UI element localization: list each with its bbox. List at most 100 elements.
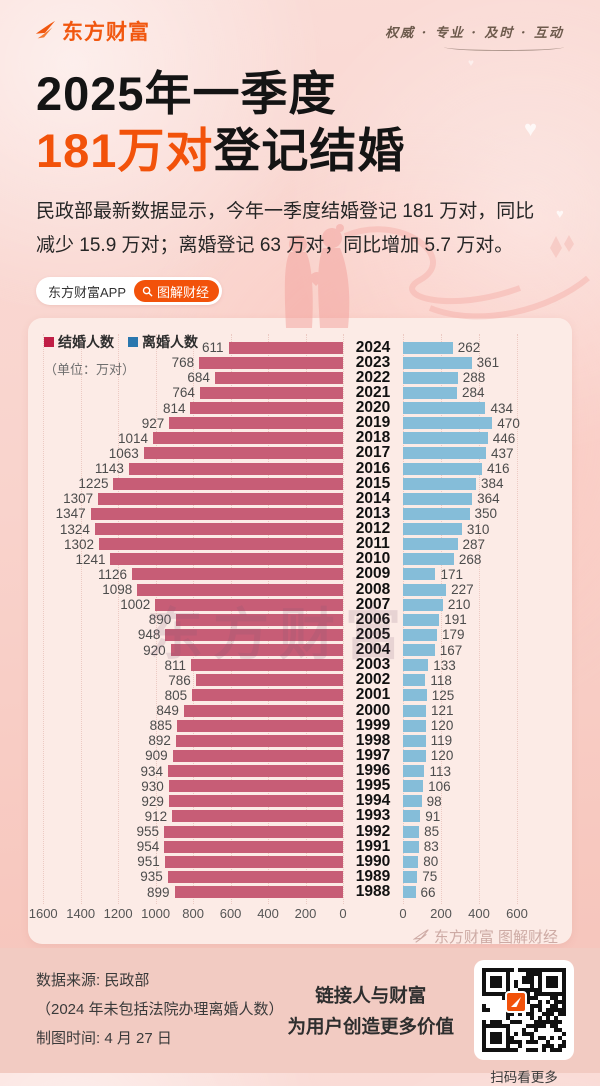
axis-tick: 1400 [66, 906, 96, 921]
marriage-value: 1126 [98, 566, 128, 582]
chart-row-1991: 954 1991 83 [42, 838, 558, 855]
divorce-bar [403, 765, 425, 778]
marriage-value: 935 [140, 869, 163, 885]
divorce-bar [403, 795, 422, 808]
brand-logo: 东方财富 [34, 16, 150, 46]
marriage-bar [164, 840, 343, 853]
chart-card: 结婚人数 离婚人数 （单位：万对） 611 2024 262 768 2023 361 68… [28, 318, 572, 947]
year-label: 2020 [355, 399, 391, 417]
year-label: 2007 [355, 595, 391, 613]
marriage-value: 849 [156, 703, 179, 719]
divorce-value: 384 [480, 476, 504, 492]
divorce-value: 118 [430, 672, 452, 688]
marriage-value: 912 [144, 808, 168, 824]
column-search-pill[interactable]: 图解财经 [134, 280, 220, 302]
eastmoney-swoosh-icon-gray [412, 928, 429, 943]
gridline [80, 334, 82, 904]
axis-tick: 200 [430, 906, 452, 921]
divorce-value: 133 [433, 657, 456, 673]
divorce-bar [403, 840, 419, 853]
year-label: 1989 [355, 867, 391, 885]
legend-label-marriage: 结婚人数 [58, 334, 114, 350]
year-label: 1994 [355, 792, 391, 810]
card-watermark-text: 东方财富 图解财经 [433, 929, 558, 946]
marriage-bar [195, 674, 343, 687]
chart-row-2020: 814 2020 434 [42, 399, 558, 417]
year-label: 1998 [355, 731, 391, 749]
app-badge-label: 东方财富APP [48, 284, 127, 300]
couple-illustration [284, 224, 590, 328]
marriage-bar [172, 749, 343, 762]
marriage-bar [153, 432, 343, 445]
axis-tick: 400 [468, 906, 490, 921]
axis-tick: 800 [182, 906, 204, 921]
marriage-bar [167, 870, 343, 883]
divorce-value: 262 [457, 340, 481, 356]
marriage-value: 768 [171, 355, 195, 371]
axis-tick: 600 [506, 906, 528, 921]
divorce-bar [403, 674, 426, 687]
divorce-value: 361 [476, 355, 500, 371]
chart-row-2012: 1324 2012 310 [42, 520, 558, 537]
year-label: 2013 [355, 504, 391, 522]
chart-row-2001: 805 2001 125 [42, 686, 558, 703]
unit-label: （单位：万对） [44, 362, 136, 377]
marriage-bar [168, 765, 343, 778]
chart-row-1996: 934 1996 113 [42, 762, 558, 779]
divorce-value: 120 [430, 748, 454, 764]
year-label: 2021 [355, 383, 391, 401]
title-line-1: 2025年一季度 [36, 67, 337, 120]
divorce-value: 310 [466, 521, 490, 537]
divorce-bar [403, 583, 447, 596]
marriage-value: 930 [141, 778, 164, 794]
marriage-bar [110, 553, 343, 566]
chart-row-2002: 786 2002 118 [42, 671, 558, 688]
year-label: 2011 [356, 535, 390, 553]
marriage-value: 611 [201, 340, 224, 356]
chart-row-2006: 890 2006 191 [42, 611, 558, 628]
year-label: 2019 [355, 414, 391, 432]
year-label: 1995 [355, 777, 391, 795]
chart-row-2013: 1347 2013 350 [42, 504, 558, 522]
marriage-bar [94, 523, 343, 536]
year-label: 1992 [355, 822, 391, 840]
marriage-bar [168, 780, 343, 793]
marriage-value: 1324 [59, 521, 90, 537]
year-label: 2005 [355, 625, 391, 643]
chart-row-2023: 768 2023 361 [42, 354, 558, 371]
divorce-value: 120 [430, 718, 454, 734]
title-line-2: 181万对登记结婚 [36, 122, 600, 179]
gridline [118, 334, 120, 904]
divorce-value: 80 [423, 854, 439, 870]
marriage-value: 1143 [94, 461, 124, 477]
marriage-value: 899 [147, 884, 170, 900]
divorce-value: 434 [490, 400, 513, 416]
chart-row-2015: 1225 2015 384 [42, 474, 558, 492]
divorce-value: 416 [487, 461, 510, 477]
marriage-bar [132, 568, 343, 581]
marriage-value: 954 [136, 839, 160, 855]
gridline [479, 334, 480, 904]
marriage-value: 684 [187, 370, 210, 386]
marriage-bar [137, 583, 343, 596]
divorce-bar [403, 659, 429, 672]
card-watermark: 东方财富 图解财经 [42, 926, 558, 947]
legend-item-divorce: 离婚人数 [128, 332, 198, 352]
year-label: 2015 [355, 474, 391, 492]
year-label: 2022 [355, 368, 391, 386]
marriage-value: 934 [140, 763, 163, 779]
divorce-bar [403, 749, 426, 762]
marriage-swatch [44, 337, 54, 347]
divorce-bar [403, 568, 436, 581]
divorce-value: 83 [423, 839, 439, 855]
divorce-bar [403, 870, 418, 883]
chart-row-1994: 929 1994 98 [42, 792, 558, 810]
year-label: 1999 [355, 716, 391, 734]
year-label: 2004 [355, 641, 391, 659]
chart-row-2000: 849 2000 121 [42, 702, 558, 719]
year-label: 2008 [355, 580, 391, 598]
divorce-value: 75 [422, 869, 438, 885]
app-badge[interactable]: 东方财富APP 图解财经 [36, 277, 223, 305]
divorce-bar [403, 432, 488, 445]
data-source: 数据来源: 民政部 （2024 年未包括法院办理离婚人数） 制图时间: 4 月 … [36, 972, 284, 1047]
